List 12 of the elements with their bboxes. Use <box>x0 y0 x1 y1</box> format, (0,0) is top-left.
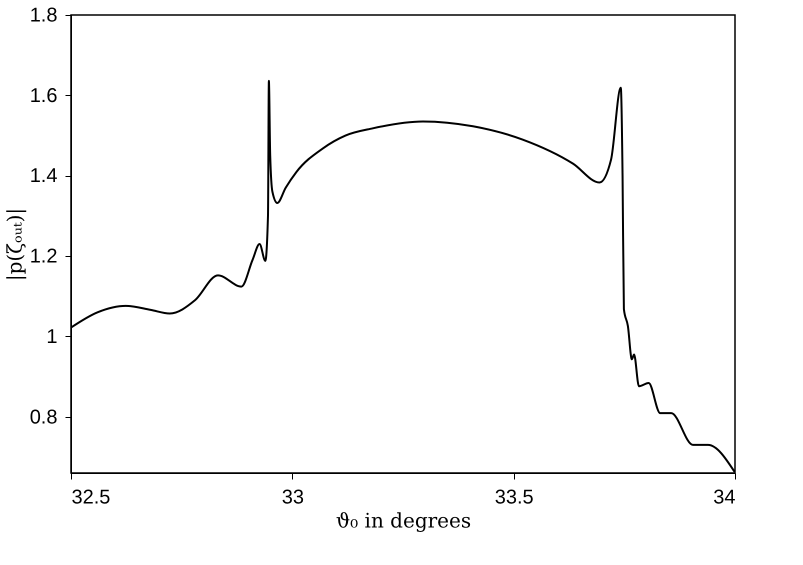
y-tick-label: 1 <box>46 326 58 348</box>
x-tick-label: 33.5 <box>494 486 534 508</box>
y-tick-label: 1.4 <box>30 165 58 188</box>
y-axis-title: |p(ζₒᵤₜ)| <box>2 208 27 282</box>
y-tick-label: 1.2 <box>30 246 58 268</box>
x-tick-label: 34 <box>713 486 736 508</box>
y-tick-label: 1.8 <box>30 4 58 26</box>
x-tick-label: 33 <box>282 486 304 508</box>
y-tick-label: 1.6 <box>30 84 58 107</box>
y-tick-label: 0.8 <box>30 406 58 428</box>
x-axis-title: ϑ₀ in degrees <box>336 508 472 532</box>
x-tick-label: 32.5 <box>72 486 110 508</box>
